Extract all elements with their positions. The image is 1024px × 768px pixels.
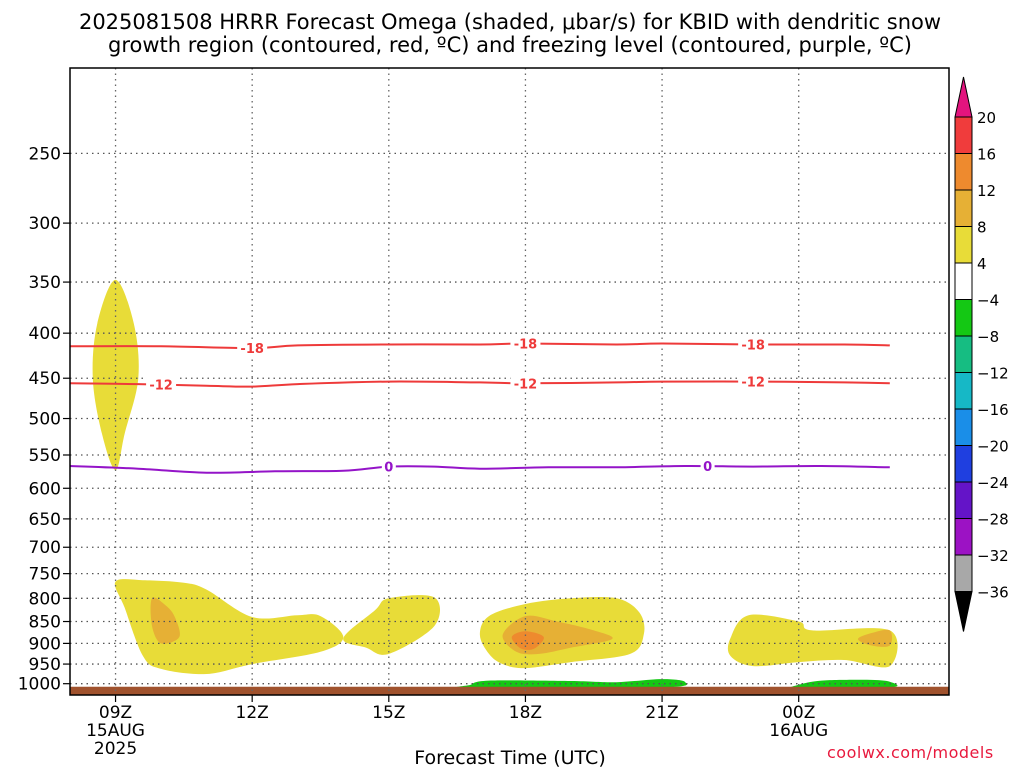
contour-label: -12 (149, 379, 173, 394)
contour-label: -18 (514, 338, 538, 353)
y-tick-label: 550 (29, 446, 61, 466)
contour-label-bg (146, 376, 177, 393)
contour-label-bg (381, 458, 396, 475)
colorbar-tick-label: −20 (977, 438, 1009, 456)
x-tick-label: 00Z (782, 703, 815, 723)
contour-lines: -18 -18 -18 -12 -12 -12 0 0 (70, 335, 890, 476)
colorbar-segment-12 (954, 554, 973, 592)
colorbar-tick-label: 20 (977, 109, 996, 127)
grid-lines (70, 68, 949, 695)
y-tick-label: 900 (29, 634, 61, 654)
colorbar-tick-label: −8 (977, 328, 999, 346)
contour-label: 0 (384, 461, 393, 476)
colorbar-segment-6 (954, 335, 973, 373)
colorbar-segment-9 (954, 445, 973, 483)
contour-label: -12 (514, 377, 538, 392)
omega-shading (92, 279, 898, 689)
omega-region-5 (150, 597, 180, 644)
colorbar-tick-label: 12 (977, 182, 996, 200)
omega-region-4 (727, 614, 898, 668)
x-tick-label: 21Z (645, 703, 678, 723)
x-tick-label: 09Z (99, 703, 132, 723)
contour-label: -12 (741, 376, 765, 391)
contour-label-bg (738, 373, 769, 390)
omega-region-1 (114, 579, 344, 675)
plot-frame (69, 67, 950, 696)
plot-area: -18 -18 -18 -12 -12 -12 0 0 (70, 68, 949, 695)
y-tick-label: 400 (29, 324, 61, 344)
colorbar-segment-3 (954, 226, 973, 264)
colorbar-tick-label: 16 (977, 146, 996, 164)
ground-layer (70, 686, 949, 695)
colorbar-tick-label: −16 (977, 401, 1009, 419)
colorbar-tick-label: −4 (977, 292, 999, 310)
y-tick-label: 250 (29, 144, 61, 164)
colorbar-segment-11 (954, 518, 973, 556)
y-tick-label: 800 (29, 589, 61, 609)
y-tick-label: 750 (29, 565, 61, 585)
omega-region-8 (511, 631, 544, 650)
contour-label-bg (700, 458, 715, 475)
colorbar-segment-8 (954, 408, 973, 446)
y-tick-label: 700 (29, 538, 61, 558)
colorbar-segment-5 (954, 299, 973, 337)
y-tick-label: 650 (29, 510, 61, 530)
x-tick-sublabel: 16AUG (769, 721, 828, 741)
colorbar-segment-0 (954, 116, 973, 154)
contour-line-2 (70, 464, 890, 474)
x-tick-label: 15Z (372, 703, 405, 723)
contour-label-bg (738, 336, 769, 353)
omega-region-10 (791, 679, 898, 689)
contour-label: 0 (703, 460, 712, 475)
colorbar-segment-1 (954, 153, 973, 191)
colorbar-tick-label: −12 (977, 365, 1009, 383)
contour-label: -18 (240, 342, 264, 357)
colorbar-segment-7 (954, 372, 973, 410)
y-tick-label: 600 (29, 479, 61, 499)
contour-label-bg (237, 340, 268, 357)
x-tick-label: 12Z (236, 703, 269, 723)
y-tick-label: 1000 (18, 675, 61, 695)
colorbar-tick-label: −32 (977, 547, 1009, 565)
y-tick-label: 350 (29, 273, 61, 293)
colorbar-tick-label: 8 (977, 219, 987, 237)
colorbar-segment-10 (954, 481, 973, 519)
y-axis: 2503003504004505005506006507007508008509… (18, 144, 70, 695)
colorbar-tick-label: 4 (977, 255, 987, 273)
colorbar-tick-label: −28 (977, 511, 1009, 529)
contour-label-bg (510, 375, 541, 392)
chart-title-line2: growth region (contoured, red, ºC) and f… (108, 33, 912, 57)
y-tick-label: 950 (29, 655, 61, 675)
colorbar-top-arrow (954, 76, 973, 118)
x-tick-sublabel: 2025 (94, 739, 137, 759)
colorbar: 20 16 12 8 4 −4 −8 −12 −16 −20 −24 −28 −32 −36 (954, 76, 1009, 632)
colorbar-bottom-arrow (954, 591, 973, 632)
x-tick-sublabel: 15AUG (86, 721, 145, 741)
colorbar-segment-4 (954, 262, 973, 300)
contour-label: -18 (741, 338, 765, 353)
colorbar-segment-2 (954, 189, 973, 227)
y-tick-label: 300 (29, 214, 61, 234)
ground-bar (70, 686, 949, 695)
omega-region-7 (857, 629, 893, 647)
contour-label-bg (510, 335, 541, 352)
credit-text: coolwx.com/models (827, 743, 994, 762)
y-tick-label: 500 (29, 410, 61, 430)
x-tick-label: 18Z (509, 703, 542, 723)
omega-region-0 (92, 279, 139, 470)
chart-title-line1: 2025081508 HRRR Forecast Omega (shaded, … (79, 10, 941, 34)
x-axis-label: Forecast Time (UTC) (414, 747, 605, 768)
y-tick-label: 450 (29, 369, 61, 389)
omega-region-2 (343, 595, 441, 655)
y-tick-label: 850 (29, 613, 61, 633)
colorbar-tick-label: −24 (977, 474, 1009, 492)
colorbar-tick-label: −36 (977, 584, 1009, 602)
